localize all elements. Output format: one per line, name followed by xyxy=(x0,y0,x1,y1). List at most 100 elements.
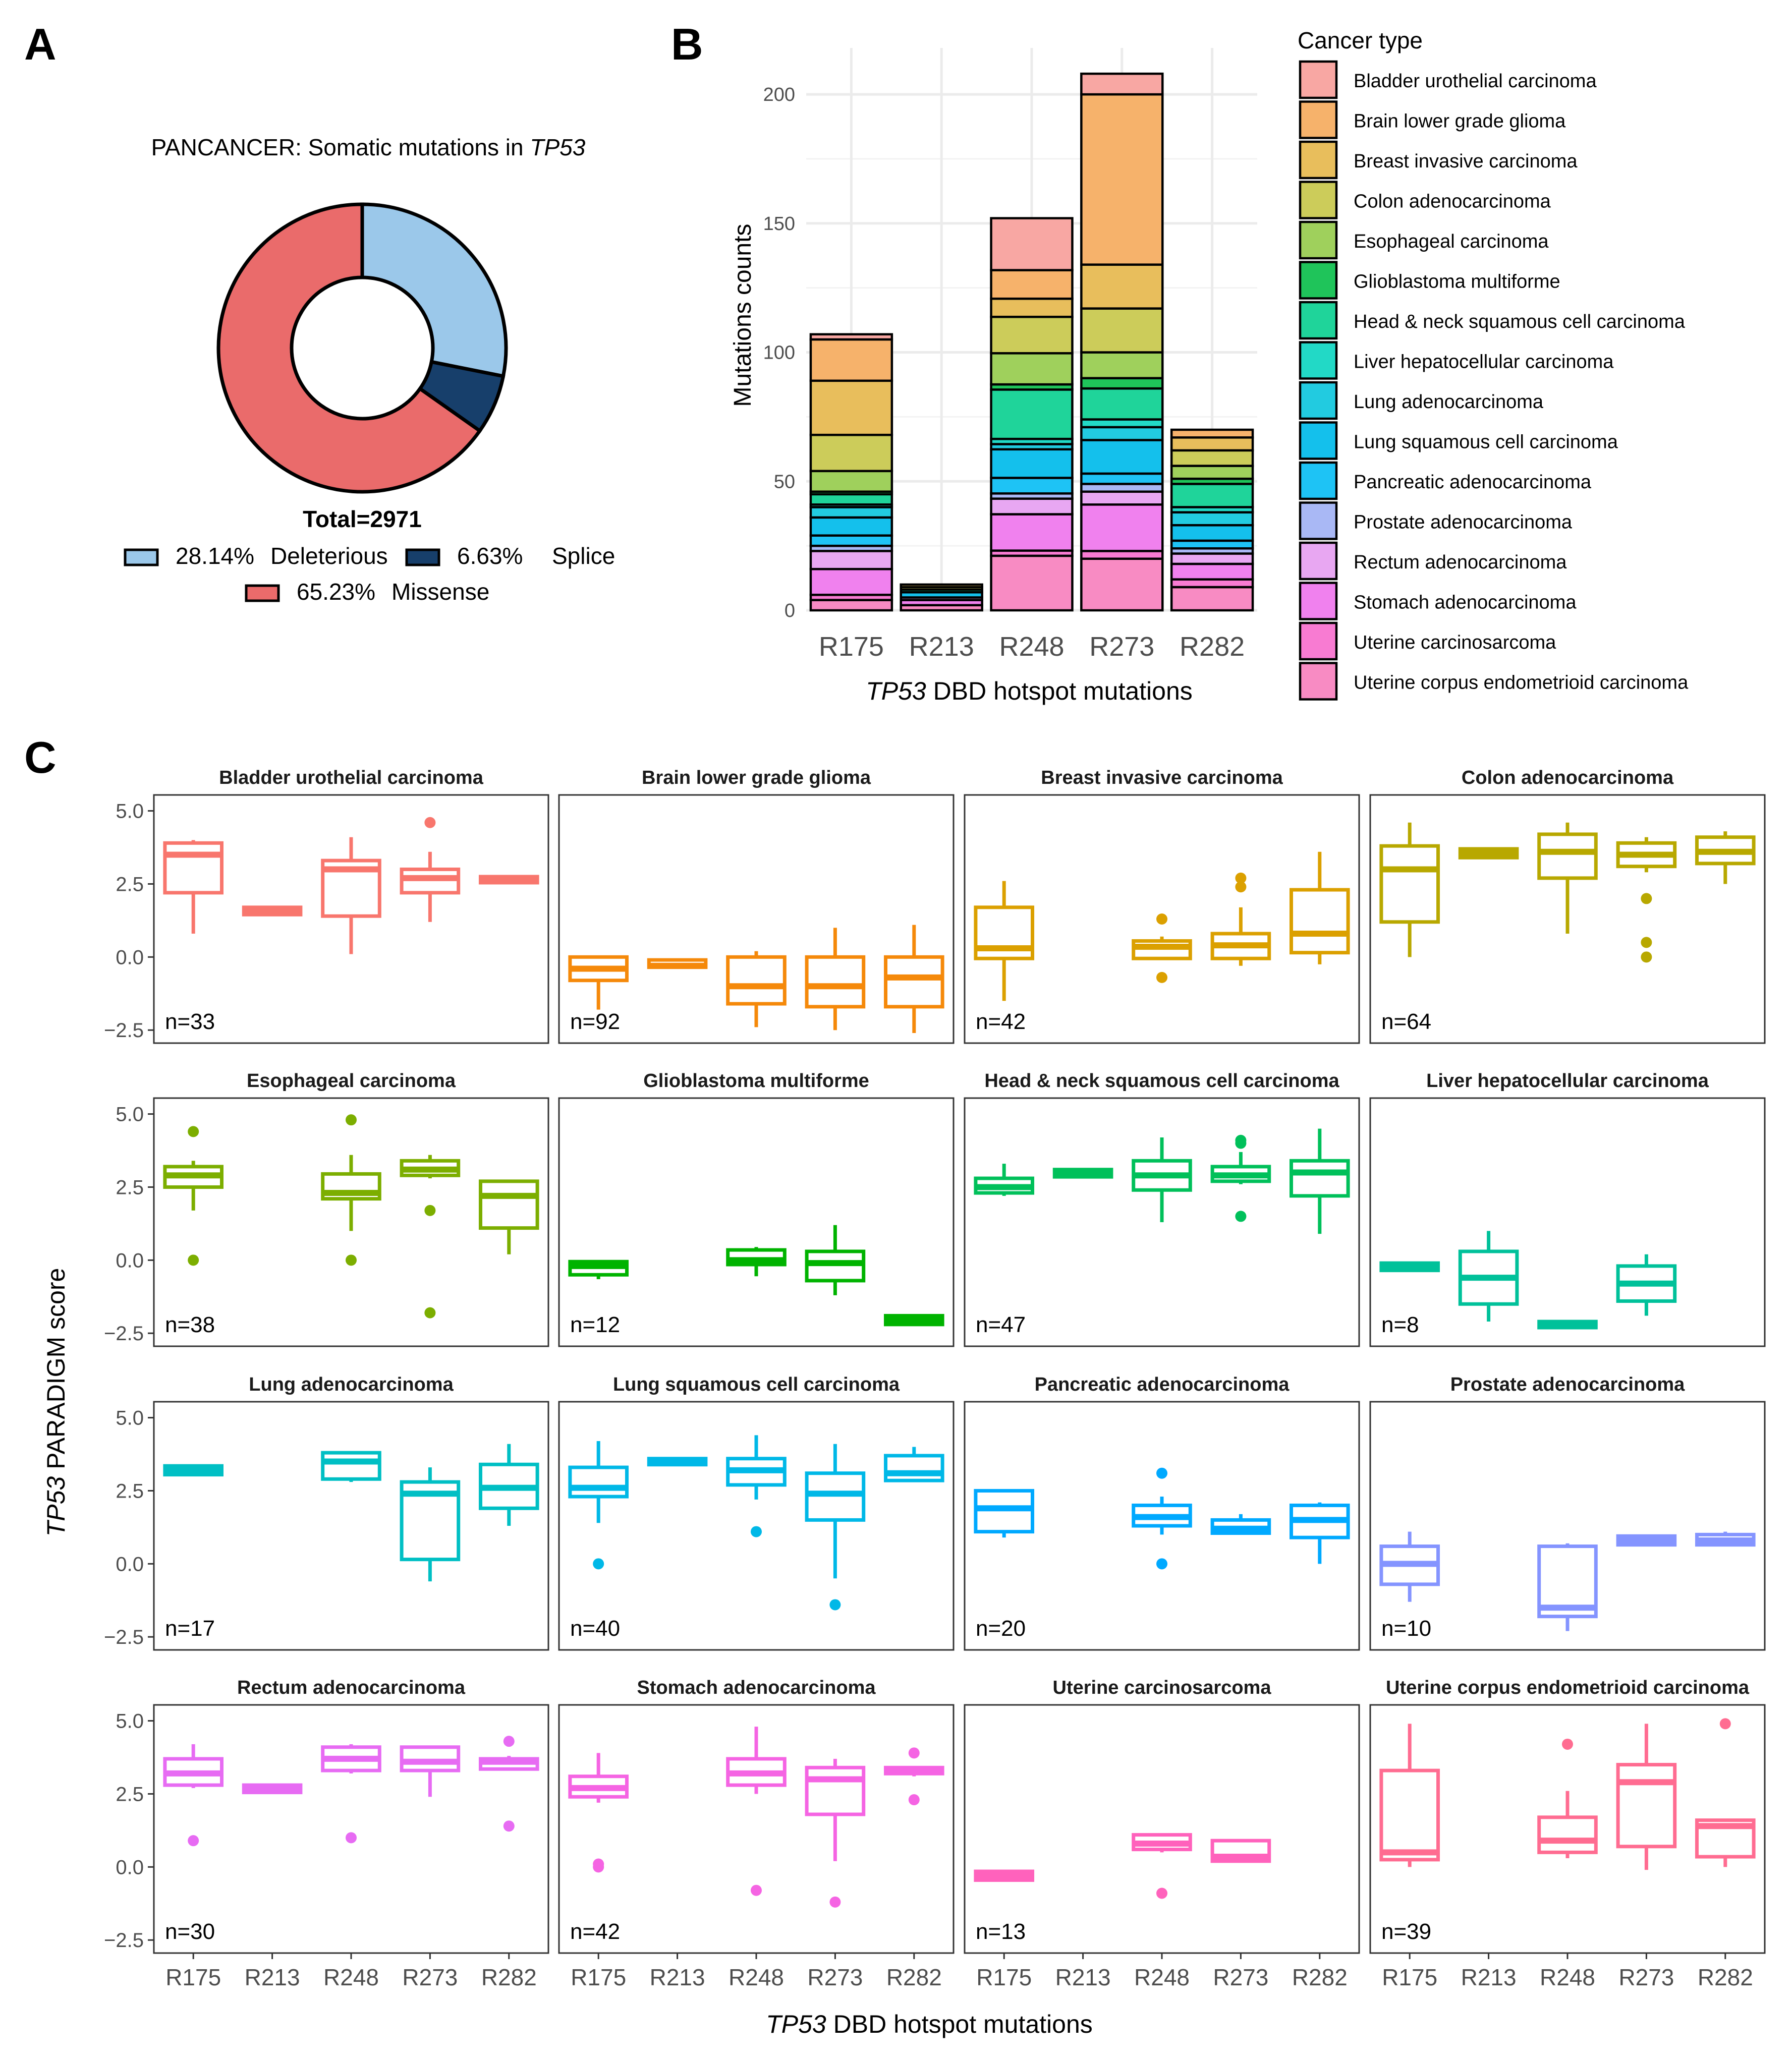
box-body xyxy=(1289,888,1350,955)
legend-entry: Lung adenocarcinoma xyxy=(1354,391,1544,413)
legend-swatch xyxy=(1299,501,1338,540)
sample-count: n=64 xyxy=(1381,1009,1431,1034)
y-tick-label: 2.5 xyxy=(116,1480,144,1502)
x-tick-label: R273 xyxy=(1213,1964,1268,1990)
bar-y-tick-label: 0 xyxy=(785,600,795,621)
box-outlier xyxy=(346,1114,357,1126)
bar-segment xyxy=(1170,586,1254,612)
box-outlier xyxy=(424,1205,436,1216)
legend-swatch xyxy=(1299,60,1338,99)
panel-a-donut-chart: PANCANCER: Somatic mutations in TP53 Tot… xyxy=(124,134,615,605)
bar-segment xyxy=(1170,524,1254,542)
facet-panel: Colon adenocarcinoma n=64 xyxy=(1369,767,1766,1044)
legend-percent: 65.23% xyxy=(297,579,375,605)
legend-entry: Glioblastoma multiforme xyxy=(1354,271,1560,293)
box-outlier xyxy=(1641,937,1652,948)
sample-count: n=20 xyxy=(976,1616,1026,1641)
bar-segment xyxy=(1080,263,1164,310)
bar-segment xyxy=(1080,387,1164,421)
legend-swatch xyxy=(1299,381,1338,420)
legend-swatch xyxy=(1299,421,1338,460)
legend-label: Splice xyxy=(552,543,615,569)
box-outlier xyxy=(503,1736,515,1747)
bar-y-tick-label: 200 xyxy=(763,84,795,105)
panel-b-stacked-bar-chart: 0 50 100 150 200 R175 R213 R248 R273 R282 Mutatio… xyxy=(730,27,1689,705)
bar-segment xyxy=(809,493,893,506)
x-tick-label: R213 xyxy=(245,1964,300,1990)
x-tick-label: R248 xyxy=(1134,1964,1190,1990)
y-tick-label: 2.5 xyxy=(116,1176,144,1198)
facet-title: Pancreatic adenocarcinoma xyxy=(1035,1374,1290,1395)
legend-swatch xyxy=(1299,301,1338,340)
x-tick-label: R282 xyxy=(886,1964,942,1990)
y-tick-label: 5.0 xyxy=(116,800,144,823)
legend-percent: 6.63% xyxy=(457,543,523,569)
legend-entry: Head & neck squamous cell carcinoma xyxy=(1354,311,1686,332)
x-tick-label: R248 xyxy=(729,1964,784,1990)
legend-swatch xyxy=(1299,662,1338,701)
bar-segment xyxy=(1170,539,1254,550)
panel-c-boxplot-facets: Bladder urothelial carcinoma 5.0 2.5 0.0 −2.… xyxy=(42,767,1766,2038)
box-outlier xyxy=(908,1747,920,1759)
bar-segment xyxy=(1080,377,1164,390)
bar-segment xyxy=(809,333,893,341)
facet-title: Bladder urothelial carcinoma xyxy=(219,767,484,788)
box-outlier xyxy=(188,1126,199,1137)
box-outlier xyxy=(1156,1887,1167,1899)
bar-segment xyxy=(1170,552,1254,565)
bar-segment xyxy=(990,554,1074,612)
box-outlier xyxy=(593,1558,604,1570)
bar-segment xyxy=(1170,562,1254,581)
facet-panel: Brain lower grade glioma n=92 xyxy=(558,767,955,1044)
box-outlier xyxy=(424,817,436,828)
bar-segment xyxy=(990,352,1074,386)
box-body xyxy=(321,1451,381,1481)
box-body xyxy=(1379,1768,1440,1862)
box-outlier xyxy=(188,1254,199,1266)
box-outlier xyxy=(1156,971,1167,983)
donut-title: PANCANCER: Somatic mutations in TP53 xyxy=(151,134,586,160)
box-outlier xyxy=(593,1861,604,1873)
bar-segment xyxy=(1080,426,1164,441)
x-tick-label: R248 xyxy=(1540,1964,1595,1990)
facet-panel: Glioblastoma multiforme n=12 xyxy=(558,1070,955,1347)
bar-segment xyxy=(1080,93,1164,266)
legend-entry: Prostate adenocarcinoma xyxy=(1354,512,1573,533)
facet-title: Head & neck squamous cell carcinoma xyxy=(984,1070,1339,1092)
bar-segment xyxy=(1080,72,1164,96)
donut-total: Total=2971 xyxy=(303,506,422,532)
bar-segment xyxy=(1170,483,1254,508)
bar-segment xyxy=(809,338,893,382)
facet-frame xyxy=(558,1097,955,1347)
bar-y-tick-label: 150 xyxy=(763,213,795,235)
legend-label: Missense xyxy=(391,579,489,605)
sample-count: n=40 xyxy=(570,1616,620,1641)
facet-panel: Pancreatic adenocarcinoma n=20 xyxy=(964,1374,1360,1651)
x-tick-label: R273 xyxy=(1618,1964,1674,1990)
bar-y-tick-label: 100 xyxy=(763,342,795,364)
bar-segment xyxy=(809,433,893,473)
x-tick-label: R282 xyxy=(1292,1964,1348,1990)
panel-label-a: A xyxy=(24,19,57,69)
bar-segment xyxy=(1080,550,1164,560)
bar-segment xyxy=(809,379,893,436)
x-tick-label: R175 xyxy=(165,1964,221,1990)
bar-y-axis-label: Mutations counts xyxy=(730,224,756,407)
legend-swatch xyxy=(1299,582,1338,620)
panel-label-b: B xyxy=(671,19,703,69)
bar-segment xyxy=(1170,436,1254,452)
bar-segment xyxy=(1170,428,1254,439)
facet-panel: Liver hepatocellular carcinoma n=8 xyxy=(1369,1070,1766,1347)
box-body xyxy=(1379,844,1440,924)
bar-segment xyxy=(1080,490,1164,506)
box-outlier xyxy=(1156,913,1167,925)
bar-segment xyxy=(990,497,1074,516)
legend-entry: Rectum adenocarcinoma xyxy=(1354,552,1567,573)
legend-entry: Brain lower grade glioma xyxy=(1354,111,1566,132)
bar-x-tick-label: R282 xyxy=(1180,632,1245,662)
bar-segment xyxy=(1080,307,1164,354)
boxplot-x-axis-label: TP53 DBD hotspot mutations xyxy=(766,2010,1093,2038)
legend-swatch-splice xyxy=(405,548,440,566)
sample-count: n=33 xyxy=(165,1009,215,1034)
